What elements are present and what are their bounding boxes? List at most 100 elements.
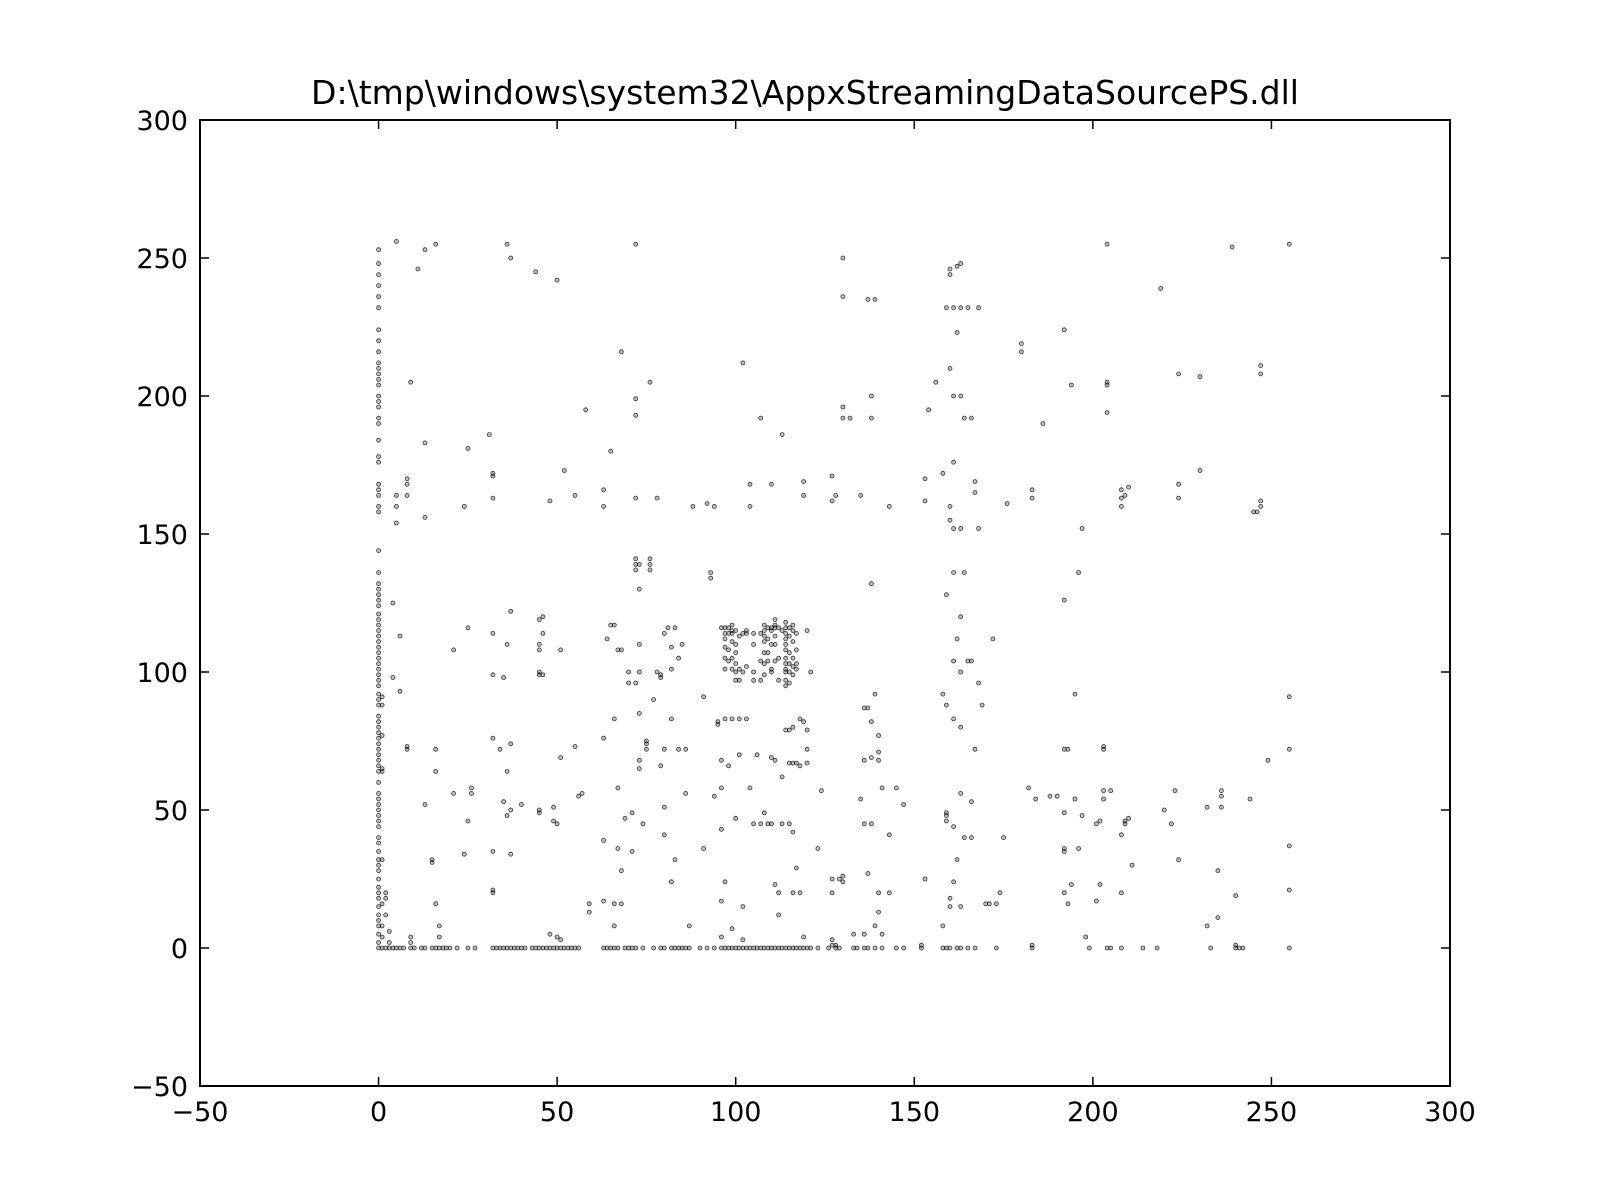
- x-tick-label: −50: [172, 1097, 229, 1128]
- scatter-point: [794, 760, 799, 766]
- scatter-point: [1097, 882, 1103, 887]
- scatter-point: [644, 738, 649, 744]
- scatter-point: [661, 945, 667, 951]
- scatter-point: [1040, 421, 1046, 427]
- scatter-point: [376, 849, 382, 854]
- scatter-point: [833, 942, 839, 948]
- scatter-point: [376, 868, 382, 874]
- scatter-point: [1061, 327, 1067, 333]
- scatter-point: [508, 851, 514, 857]
- scatter-point: [1076, 846, 1081, 851]
- scatter-point: [376, 617, 382, 622]
- scatter-point: [665, 625, 671, 631]
- scatter-point: [1140, 945, 1146, 951]
- y-tick-label: 150: [136, 520, 188, 551]
- scatter-point: [501, 799, 507, 805]
- scatter-point: [554, 277, 560, 283]
- scatter-point: [376, 780, 382, 785]
- scatter-point: [379, 766, 385, 771]
- scatter-point: [1219, 793, 1224, 799]
- scatter-point: [1061, 597, 1067, 603]
- scatter-point: [465, 625, 471, 631]
- scatter-point: [586, 901, 592, 907]
- scatter-point: [1122, 492, 1128, 498]
- scatter-point: [1126, 815, 1131, 821]
- scatter-point: [954, 330, 960, 335]
- scatter-point: [719, 757, 724, 763]
- scatter-point: [940, 470, 946, 476]
- scatter-point: [1104, 241, 1110, 247]
- scatter-point: [1258, 371, 1264, 377]
- scatter-point: [1197, 468, 1203, 473]
- scatter-point: [376, 702, 382, 708]
- scatter-point: [876, 733, 881, 738]
- x-tick-label: 250: [1246, 1097, 1298, 1128]
- scatter-point: [744, 664, 749, 669]
- scatter-point: [654, 669, 660, 675]
- scatter-point: [1076, 570, 1081, 575]
- scatter-point: [776, 890, 781, 896]
- scatter-point: [1219, 804, 1224, 810]
- scatter-point: [961, 835, 967, 840]
- scatter-point: [922, 876, 928, 882]
- scatter-point: [376, 735, 382, 741]
- scatter-point: [1176, 371, 1181, 377]
- scatter-point: [786, 727, 792, 733]
- scatter-point: [794, 661, 799, 667]
- scatter-point: [376, 757, 382, 763]
- scatter-point: [829, 473, 835, 479]
- scatter-point: [533, 269, 539, 275]
- scatter-point: [729, 716, 735, 722]
- scatter-point: [376, 890, 382, 896]
- scatter-point: [451, 791, 457, 796]
- scatter-point: [490, 672, 496, 678]
- scatter-point: [719, 826, 724, 832]
- scatter-point: [404, 492, 410, 498]
- scatter-point: [969, 835, 974, 840]
- scatter-point: [376, 597, 382, 603]
- scatter-point: [383, 890, 389, 896]
- scatter-point: [804, 760, 810, 766]
- scatter-point: [854, 945, 860, 951]
- scatter-point: [783, 655, 789, 661]
- scatter-point: [376, 581, 382, 587]
- y-tick-label: 250: [136, 244, 188, 275]
- scatter-point: [376, 509, 382, 515]
- scatter-point: [601, 503, 606, 509]
- scatter-point: [801, 492, 806, 498]
- scatter-point: [947, 904, 953, 909]
- scatter-point: [1108, 945, 1114, 951]
- scatter-point: [376, 672, 382, 678]
- scatter-point: [658, 672, 664, 678]
- scatter-point: [1229, 244, 1235, 250]
- scatter-point: [379, 901, 385, 907]
- scatter-point: [744, 716, 749, 722]
- scatter-point: [411, 945, 417, 951]
- scatter-point: [951, 393, 956, 399]
- scatter-point: [644, 746, 649, 752]
- scatter-point: [1154, 945, 1160, 951]
- scatter-point: [951, 824, 956, 829]
- scatter-point: [376, 487, 382, 493]
- scatter-point: [376, 677, 382, 683]
- scatter-point: [576, 793, 581, 799]
- scatter-point: [376, 492, 382, 498]
- scatter-point: [1251, 509, 1256, 515]
- scatter-point: [633, 945, 639, 951]
- scatter-point: [1026, 785, 1031, 791]
- scatter-point: [572, 492, 578, 498]
- scatter-point: [722, 636, 728, 642]
- scatter-point: [719, 785, 724, 791]
- scatter-point: [804, 746, 810, 752]
- scatter-point: [376, 661, 382, 667]
- scatter-point: [761, 810, 767, 816]
- scatter-point: [733, 661, 739, 667]
- scatter-point: [536, 669, 542, 675]
- scatter-point: [626, 669, 631, 675]
- scatter-point: [554, 934, 560, 940]
- scatter-point: [786, 661, 792, 667]
- scatter-point: [954, 857, 960, 863]
- scatter-point: [393, 520, 399, 526]
- scatter-point: [969, 799, 974, 805]
